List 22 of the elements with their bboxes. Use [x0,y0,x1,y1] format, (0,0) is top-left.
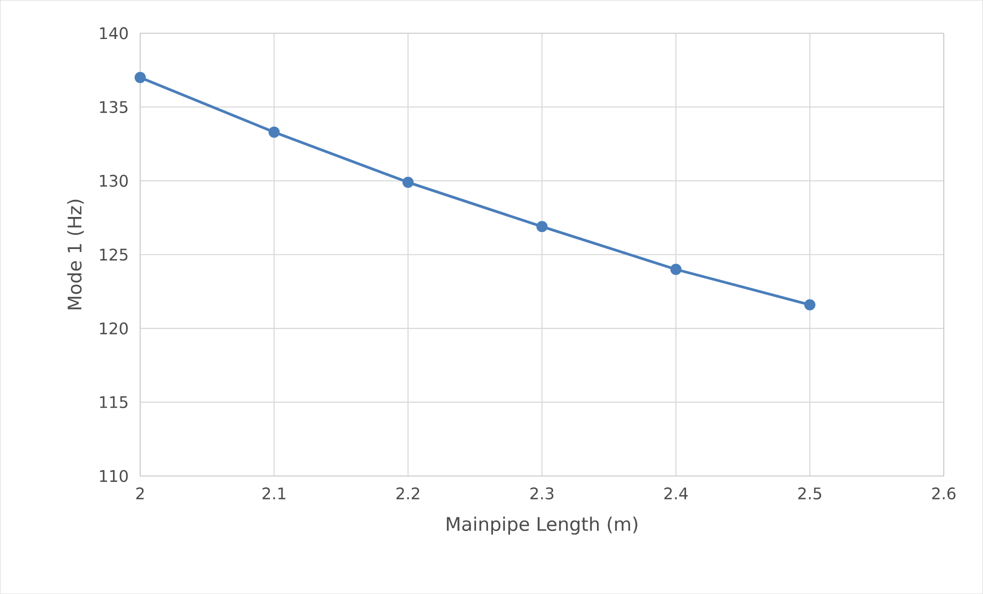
point [134,72,146,84]
y-tick-label: 130 [100,174,128,187]
x-tick-label: 2 [136,487,144,500]
y-tick-label: 135 [100,100,128,113]
x-axis-title: Mainpipe Length (m) [446,516,638,535]
x-tick-label: 2.5 [798,487,822,500]
point [402,176,414,188]
y-tick-label: 110 [100,470,128,482]
point [268,126,280,138]
x-tick-label: 2.3 [530,487,554,500]
y-tick-label: 140 [100,27,128,40]
x-tick-label: 2.2 [396,487,420,500]
point [536,220,548,232]
x-tick-label: 2.4 [664,487,688,500]
y-tick-label: 115 [100,396,128,408]
y-tick-label: 120 [100,322,128,334]
point [670,264,682,275]
point [804,299,816,310]
x-tick-label: 2.1 [262,487,286,500]
x-tick-label: 2.6 [932,487,956,500]
y-tick-label: 125 [100,248,128,261]
y-axis-title: Mode 1 (Hz) [67,200,84,310]
